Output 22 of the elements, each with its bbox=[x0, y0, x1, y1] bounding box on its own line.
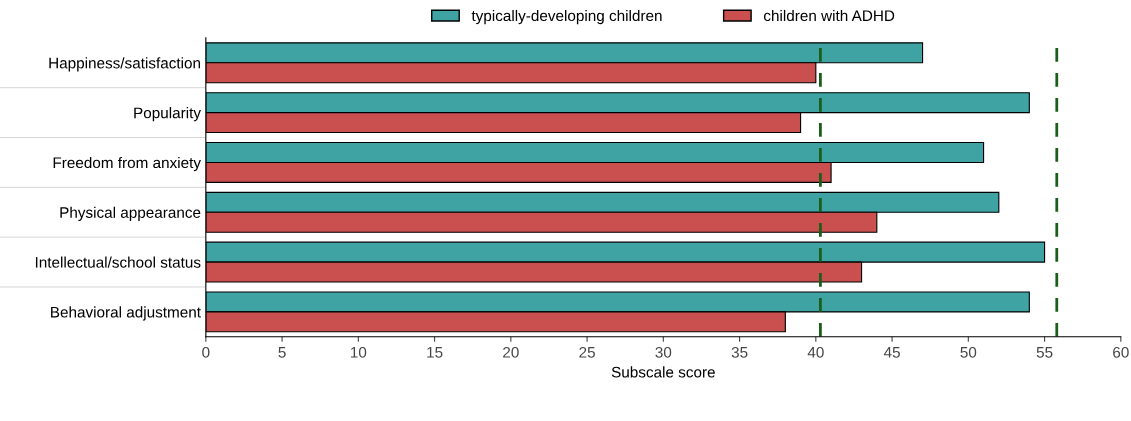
x-tick-label: 5 bbox=[278, 347, 286, 358]
x-tick-label: 30 bbox=[655, 346, 672, 358]
x-tick-label: 35 bbox=[731, 346, 748, 358]
legend-label: children with ADHD bbox=[763, 9, 895, 22]
x-axis-title: Subscale score bbox=[611, 366, 715, 378]
y-tick-label: Behavioral adjustment bbox=[51, 306, 201, 321]
x-tick-label: 0 bbox=[202, 346, 210, 358]
x-tick-label: 10 bbox=[351, 346, 367, 358]
x-tick-label: 20 bbox=[503, 346, 519, 358]
x-tick-label: 40 bbox=[807, 346, 824, 358]
x-tick-label: 45 bbox=[883, 347, 900, 358]
legend-label: typically-developing children bbox=[471, 9, 662, 25]
x-tick-label: 60 bbox=[1113, 346, 1129, 358]
y-tick-label: Popularity bbox=[134, 107, 201, 122]
y-tick-label: Intellectual/school status bbox=[35, 256, 201, 268]
y-tick-label: Happiness/satisfaction bbox=[49, 57, 200, 72]
x-tick-label: 15 bbox=[427, 347, 443, 358]
y-tick-label: Physical appearance bbox=[60, 206, 201, 221]
x-tick-label: 25 bbox=[579, 346, 595, 358]
x-tick-label: 55 bbox=[1036, 347, 1053, 358]
x-tick-label: 50 bbox=[960, 346, 977, 358]
y-tick-label: Freedom from anxiety bbox=[53, 156, 201, 172]
